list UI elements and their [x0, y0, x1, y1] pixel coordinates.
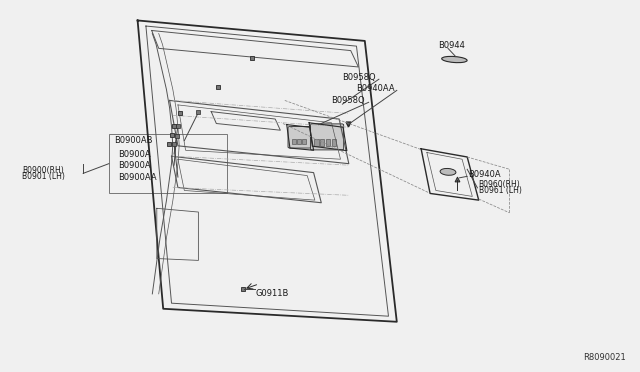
Text: B0900AA: B0900AA [118, 173, 157, 182]
Bar [320, 139, 324, 146]
Text: R8090021: R8090021 [583, 353, 626, 362]
Text: B0960(RH): B0960(RH) [479, 180, 520, 189]
Bar [109, 134, 227, 193]
Text: B0901 (LH): B0901 (LH) [22, 172, 65, 181]
Text: B0944: B0944 [438, 41, 465, 50]
FancyBboxPatch shape [288, 126, 311, 148]
Ellipse shape [440, 169, 456, 175]
Text: B0961 (LH): B0961 (LH) [479, 186, 522, 195]
Text: B0900(RH): B0900(RH) [22, 166, 64, 174]
Text: B0958Q: B0958Q [332, 96, 365, 105]
FancyBboxPatch shape [310, 124, 344, 150]
Text: G0911B: G0911B [256, 289, 289, 298]
Bar [332, 139, 336, 146]
Text: B0940AA: B0940AA [356, 84, 394, 93]
Text: B0900AB: B0900AB [114, 136, 152, 145]
Bar [297, 139, 301, 144]
Ellipse shape [442, 57, 467, 62]
Bar [292, 139, 296, 144]
Text: B0900A: B0900A [118, 150, 151, 158]
Text: B0900A: B0900A [118, 161, 151, 170]
Bar [326, 139, 330, 146]
Bar [302, 139, 306, 144]
Bar [314, 139, 319, 146]
Text: B0940A: B0940A [468, 170, 501, 179]
Text: B0958Q: B0958Q [342, 73, 376, 82]
